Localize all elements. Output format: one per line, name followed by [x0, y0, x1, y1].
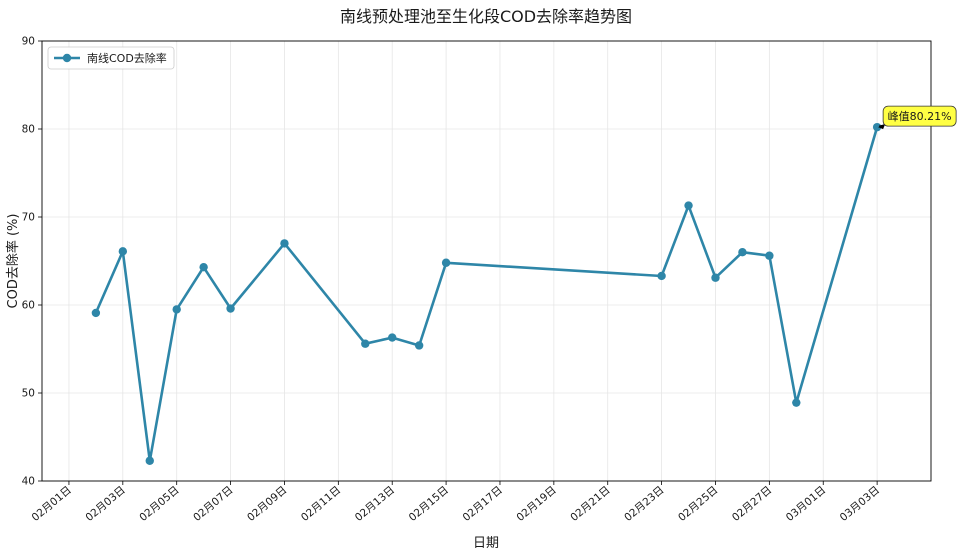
series-layer	[91, 122, 882, 465]
data-point	[684, 201, 693, 210]
x-tick-label: 02月23日	[622, 484, 666, 524]
x-axis-label: 日期	[473, 536, 499, 551]
annotation-box	[882, 105, 957, 127]
data-point	[388, 333, 397, 342]
annotation-label: 峰值80.21%	[888, 110, 952, 123]
data-point	[441, 258, 451, 267]
x-tick-label: 02月25日	[676, 484, 720, 524]
x-tick-label: 02月13日	[353, 484, 397, 524]
data-point	[657, 271, 666, 281]
grid	[42, 40, 931, 482]
data-point	[280, 239, 289, 248]
y-tick-label: 90	[22, 36, 35, 48]
legend: 南线COD去除率	[47, 46, 175, 70]
data-point	[199, 262, 208, 272]
x-tick-label: 02月03日	[83, 484, 127, 524]
plot-area	[41, 40, 932, 482]
data-point	[872, 122, 882, 132]
x-tick-label: 02月15日	[407, 484, 451, 524]
data-point	[765, 251, 774, 260]
x-tick-label: 03月01日	[784, 484, 828, 524]
x-tick-label: 02月05日	[137, 484, 181, 524]
data-point	[738, 248, 747, 257]
annotation: 峰值80.21%	[878, 105, 957, 130]
x-tick-label: 02月09日	[245, 484, 289, 524]
data-point	[91, 308, 101, 318]
y-tick-label: 50	[22, 388, 35, 400]
data-point	[361, 339, 370, 348]
x-tick-label: 02月19日	[514, 484, 558, 524]
data-point	[711, 273, 720, 282]
x-tick-label: 03月03日	[838, 484, 882, 524]
x-tick-label: 02月11日	[299, 484, 343, 524]
series-line	[94, 126, 879, 463]
y-ticks: 40 50 60 70 80 90	[22, 36, 42, 488]
y-tick-label: 70	[22, 212, 35, 224]
x-tick-label: 02月01日	[30, 484, 74, 524]
y-tick-label: 80	[22, 124, 35, 136]
x-tick-label: 02月07日	[191, 484, 235, 524]
y-axis-label: COD去除率 (%)	[5, 214, 21, 309]
data-point	[792, 398, 801, 407]
x-tick-label: 02月17日	[461, 484, 505, 524]
annotation-arrowhead	[878, 124, 886, 130]
data-point	[145, 456, 154, 465]
data-point	[172, 305, 181, 314]
legend-box	[47, 46, 175, 70]
x-tick-label: 02月27日	[730, 484, 774, 524]
x-tick-label: 02月21日	[568, 484, 612, 524]
data-point	[118, 247, 128, 256]
x-ticks: 02月01日 02月03日 02月05日 02月07日 02月09日 02月11日 02月1…	[30, 481, 882, 524]
legend-label: 南线COD去除率	[87, 51, 167, 65]
data-point	[414, 341, 424, 350]
chart-title: 南线预处理池至生化段COD去除率趋势图	[340, 7, 632, 26]
legend-swatch-marker	[62, 53, 72, 63]
y-tick-label: 40	[22, 476, 35, 488]
data-point	[226, 304, 235, 313]
y-tick-label: 60	[22, 300, 35, 312]
